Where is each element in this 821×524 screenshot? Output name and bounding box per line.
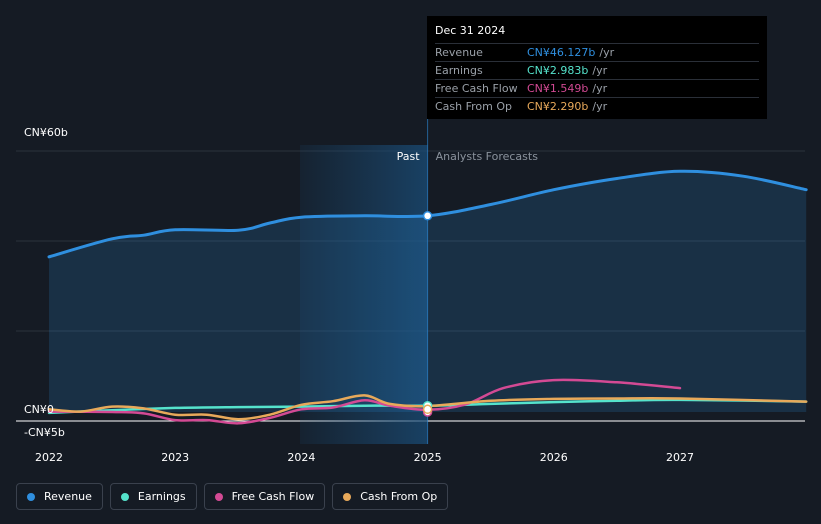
legend-label: Free Cash Flow	[231, 490, 315, 503]
tooltip-row: Cash From Op CN¥2.290b/yr	[435, 97, 759, 115]
legend-label: Revenue	[44, 490, 92, 503]
x-axis-labels: 2022 2023 2024 2025 2026 2027	[35, 451, 694, 464]
series-lines	[47, 169, 808, 425]
tooltip-series-value: CN¥1.549b	[527, 82, 589, 95]
tooltip-series-name: Earnings	[435, 64, 483, 77]
legend-item-earnings[interactable]: Earnings	[109, 483, 197, 510]
legend-item-cash-from-op[interactable]: Cash From Op	[332, 483, 449, 510]
cash-from-op-marker	[422, 404, 433, 415]
legend-dot-icon	[343, 492, 352, 501]
y-axis-label: -CN¥5b	[24, 426, 65, 439]
tooltip-row: Earnings CN¥2.983b/yr	[435, 61, 759, 79]
x-axis-label: 2023	[161, 451, 189, 464]
tooltip-series-name: Revenue	[435, 46, 483, 59]
legend-dot-icon	[120, 492, 129, 501]
legend-label: Cash From Op	[360, 490, 438, 503]
legend: Revenue Earnings Free Cash Flow Cash From O…	[16, 483, 449, 510]
x-axis-label: 2027	[666, 451, 694, 464]
tooltip: Dec 31 2024 Revenue CN¥46.127b/yr Earnings…	[427, 16, 767, 119]
tooltip-series-value: CN¥2.983b	[527, 64, 589, 77]
x-axis-label: 2022	[35, 451, 63, 464]
tooltip-series-name: Free Cash Flow	[435, 82, 518, 95]
tooltip-date: Dec 31 2024	[435, 24, 506, 37]
y-axis-label: CN¥60b	[24, 126, 68, 139]
past-label: Past	[397, 150, 421, 163]
tooltip-unit: /yr	[592, 82, 608, 95]
legend-label: Earnings	[137, 490, 186, 503]
free-cash-flow-line	[47, 378, 682, 425]
legend-dot-icon	[214, 492, 223, 501]
legend-item-free-cash-flow[interactable]: Free Cash Flow	[203, 483, 326, 510]
x-axis-label: 2024	[287, 451, 315, 464]
tooltip-series-value: CN¥2.290b	[527, 100, 589, 113]
tooltip-unit: /yr	[592, 100, 608, 113]
tooltip-unit: /yr	[599, 46, 615, 59]
revenue-marker	[422, 211, 433, 221]
tooltip-row: Revenue CN¥46.127b/yr	[435, 43, 759, 61]
revenue-line	[47, 169, 808, 259]
cash-from-op-line	[47, 394, 808, 421]
tooltip-series-name: Cash From Op	[435, 100, 513, 113]
forecast-label: Analysts Forecasts	[436, 150, 539, 163]
tooltip-row: Free Cash Flow CN¥1.549b/yr	[435, 79, 759, 97]
y-axis-label: CN¥0	[24, 403, 54, 416]
y-axis-labels: CN¥60b CN¥0 -CN¥5b	[24, 126, 68, 439]
legend-item-revenue[interactable]: Revenue	[16, 483, 103, 510]
tooltip-series-value: CN¥46.127b	[527, 46, 596, 59]
hover-markers	[422, 211, 433, 417]
x-axis-label: 2026	[540, 451, 568, 464]
legend-dot-icon	[27, 492, 35, 501]
tooltip-rows: Revenue CN¥46.127b/yr Earnings CN¥2.983b/yr…	[435, 43, 759, 115]
tooltip-unit: /yr	[592, 64, 608, 77]
x-axis-label: 2025	[414, 451, 442, 464]
